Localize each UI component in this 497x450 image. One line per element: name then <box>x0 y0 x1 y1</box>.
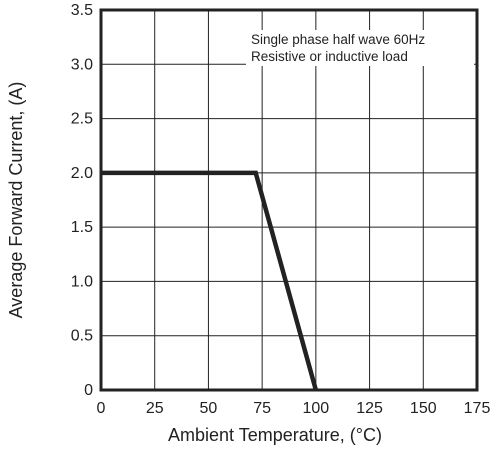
x-tick-label: 150 <box>410 400 437 417</box>
y-tick-labels: 0 0.5 1.0 1.5 2.0 2.5 3.0 3.5 <box>71 2 93 399</box>
annotation-line-2: Resistive or inductive load <box>251 49 408 64</box>
series-group <box>101 170 319 391</box>
y-axis-title: Average Forward Current, (A) <box>6 82 26 319</box>
y-tick-label: 3.5 <box>71 2 93 19</box>
y-tick-label: 1.0 <box>71 273 93 290</box>
y-tick-label: 2.5 <box>71 111 93 128</box>
annotation-line-1: Single phase half wave 60Hz <box>251 32 425 47</box>
x-axis-title: Ambient Temperature, (°C) <box>168 425 382 445</box>
x-tick-label: 175 <box>464 400 491 417</box>
x-tick-label: 25 <box>146 400 164 417</box>
y-tick-label: 0 <box>84 382 93 399</box>
plot-frame <box>99 8 479 392</box>
x-tick-label: 0 <box>97 400 106 417</box>
grid <box>101 10 477 390</box>
x-tick-label: 50 <box>200 400 218 417</box>
x-tick-labels: 0 25 50 75 100 125 150 175 <box>97 400 491 417</box>
y-tick-label: 1.5 <box>71 219 93 236</box>
annotation-background <box>246 30 474 66</box>
x-tick-label: 100 <box>303 400 330 417</box>
derating-curve <box>101 170 319 391</box>
x-tick-label: 75 <box>253 400 271 417</box>
y-tick-label: 3.0 <box>71 56 93 73</box>
y-tick-label: 2.0 <box>71 165 93 182</box>
y-tick-label: 0.5 <box>71 328 93 345</box>
x-tick-label: 125 <box>356 400 383 417</box>
